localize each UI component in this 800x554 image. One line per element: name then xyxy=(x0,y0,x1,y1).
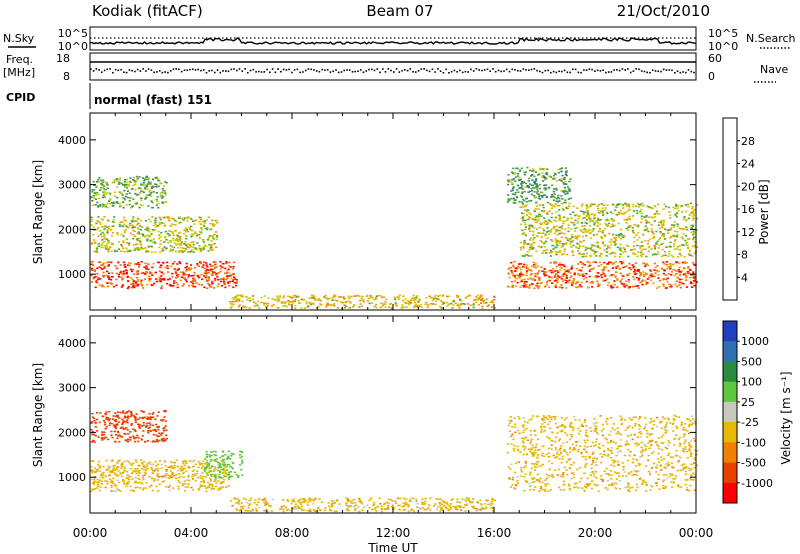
scatter-region-6 xyxy=(506,166,572,204)
noise-traces xyxy=(89,37,697,45)
date-title: 21/Oct/2010 xyxy=(617,2,710,20)
power-ylabel: Slant Range [km] xyxy=(31,160,45,264)
nave-tick-high: 60 xyxy=(708,52,722,65)
scatter-region-1 xyxy=(90,216,219,254)
y-tick-label: 3000 xyxy=(58,179,86,192)
noise-tick-low-right: 10^0 xyxy=(708,40,738,53)
y-tick-label: 4000 xyxy=(58,337,86,350)
x-tick-label: 08:00 xyxy=(275,526,310,540)
freq-traces xyxy=(90,61,696,74)
cpid-label: CPID xyxy=(6,91,35,104)
velocity-colorbar-label: Velocity [m s⁻¹] xyxy=(779,371,793,464)
beam-title: Beam 07 xyxy=(366,2,433,20)
station-title: Kodiak (fitACF) xyxy=(92,2,203,20)
freq-label-line2: [MHz] xyxy=(3,66,35,79)
x-tick-label: 12:00 xyxy=(376,526,411,540)
colorbar-tick-label: -25 xyxy=(741,416,759,429)
power-colorbar: 4 8 12 16 20 24 28 xyxy=(722,117,755,301)
nave-tick-low: 0 xyxy=(708,70,715,83)
colorbar-swatch xyxy=(723,482,737,504)
colorbar-tick-label: -500 xyxy=(741,457,766,470)
colorbar-tick-label: -100 xyxy=(741,436,766,449)
power-colorbar-label: Power [dB] xyxy=(757,179,771,244)
colorbar-tick-label: 24 xyxy=(741,158,755,171)
scatter-region-3 xyxy=(506,414,699,493)
x-axis-label: Time UT xyxy=(367,541,418,554)
y-tick-label: 3000 xyxy=(58,382,86,395)
colorbar-swatch xyxy=(723,422,737,443)
nave-label: Nave xyxy=(760,63,788,76)
colorbar-tick-label: 25 xyxy=(741,396,755,409)
colorbar-tick-label: 20 xyxy=(741,180,755,193)
velocity-ylabel: Slant Range [km] xyxy=(31,363,45,467)
y-tick-label: 2000 xyxy=(58,223,86,236)
noise-tick-high-right: 10^5 xyxy=(708,27,738,40)
noise-tick-low-left: 10^0 xyxy=(58,40,88,53)
colorbar-tick-label: -1000 xyxy=(741,477,773,490)
y-tick-label: 4000 xyxy=(58,134,86,147)
freq-tick-low: 8 xyxy=(63,70,70,83)
colorbar-swatch xyxy=(723,341,737,362)
x-tick-label: 00:00 xyxy=(73,526,108,540)
noise-tick-high-left: 10^5 xyxy=(58,27,88,40)
scatter-region-1 xyxy=(203,450,244,479)
y-tick-label: 1000 xyxy=(58,471,86,484)
power-axes: 1000 2000 3000 4000 xyxy=(58,113,697,310)
power-heatmap xyxy=(90,166,699,310)
scatter-region-4 xyxy=(90,410,168,443)
scatter-region-4 xyxy=(506,260,698,290)
y-tick-label: 2000 xyxy=(58,426,86,439)
freq-panel xyxy=(89,52,697,81)
x-tick-label: 00:00 xyxy=(679,526,714,540)
colorbar-swatch xyxy=(723,462,737,484)
freq-label-line1: Freq. xyxy=(6,53,33,66)
velocity-axes: 1000 2000 3000 4000 xyxy=(58,316,697,513)
colorbar-swatch xyxy=(723,381,737,403)
nsearch-label: N.Search xyxy=(746,32,796,45)
velocity-panel-frame xyxy=(89,315,697,514)
y-tick-label: 1000 xyxy=(58,268,86,281)
velocity-colorbar: 1000 500 100 25 -25 -100 -500 -1000 xyxy=(722,320,773,504)
colorbar-tick-label: 28 xyxy=(741,135,755,148)
scatter-region-5 xyxy=(519,202,699,258)
x-tick-label: 20:00 xyxy=(578,526,613,540)
freq-tick-high: 18 xyxy=(56,52,70,65)
colorbar-swatch xyxy=(723,442,737,463)
x-axis-ticks: 00:00 04:00 08:00 12:00 16:00 20:00 00:00 xyxy=(73,526,714,540)
scatter-region-2 xyxy=(229,497,497,513)
scatter-region-0 xyxy=(90,260,239,290)
colorbar-tick-label: 4 xyxy=(741,271,748,284)
colorbar-tick-label: 500 xyxy=(741,355,762,368)
x-tick-label: 16:00 xyxy=(477,526,512,540)
colorbar-swatch xyxy=(723,361,737,383)
colorbar-tick-label: 8 xyxy=(741,249,748,262)
scatter-region-0 xyxy=(90,459,230,493)
velocity-heatmap xyxy=(90,410,699,513)
scatter-region-2 xyxy=(90,175,168,209)
colorbar-tick-label: 12 xyxy=(741,226,755,239)
scatter-region-3 xyxy=(229,294,496,310)
colorbar-tick-label: 100 xyxy=(741,376,762,389)
colorbar-swatch xyxy=(723,321,737,342)
colorbar-swatch xyxy=(723,401,737,423)
cpid-text: normal (fast) 151 xyxy=(94,93,212,107)
nsky-label: N.Sky xyxy=(3,32,35,45)
colorbar-tick-label: 1000 xyxy=(741,335,769,348)
x-tick-label: 04:00 xyxy=(174,526,209,540)
colorbar-tick-label: 16 xyxy=(741,203,755,216)
